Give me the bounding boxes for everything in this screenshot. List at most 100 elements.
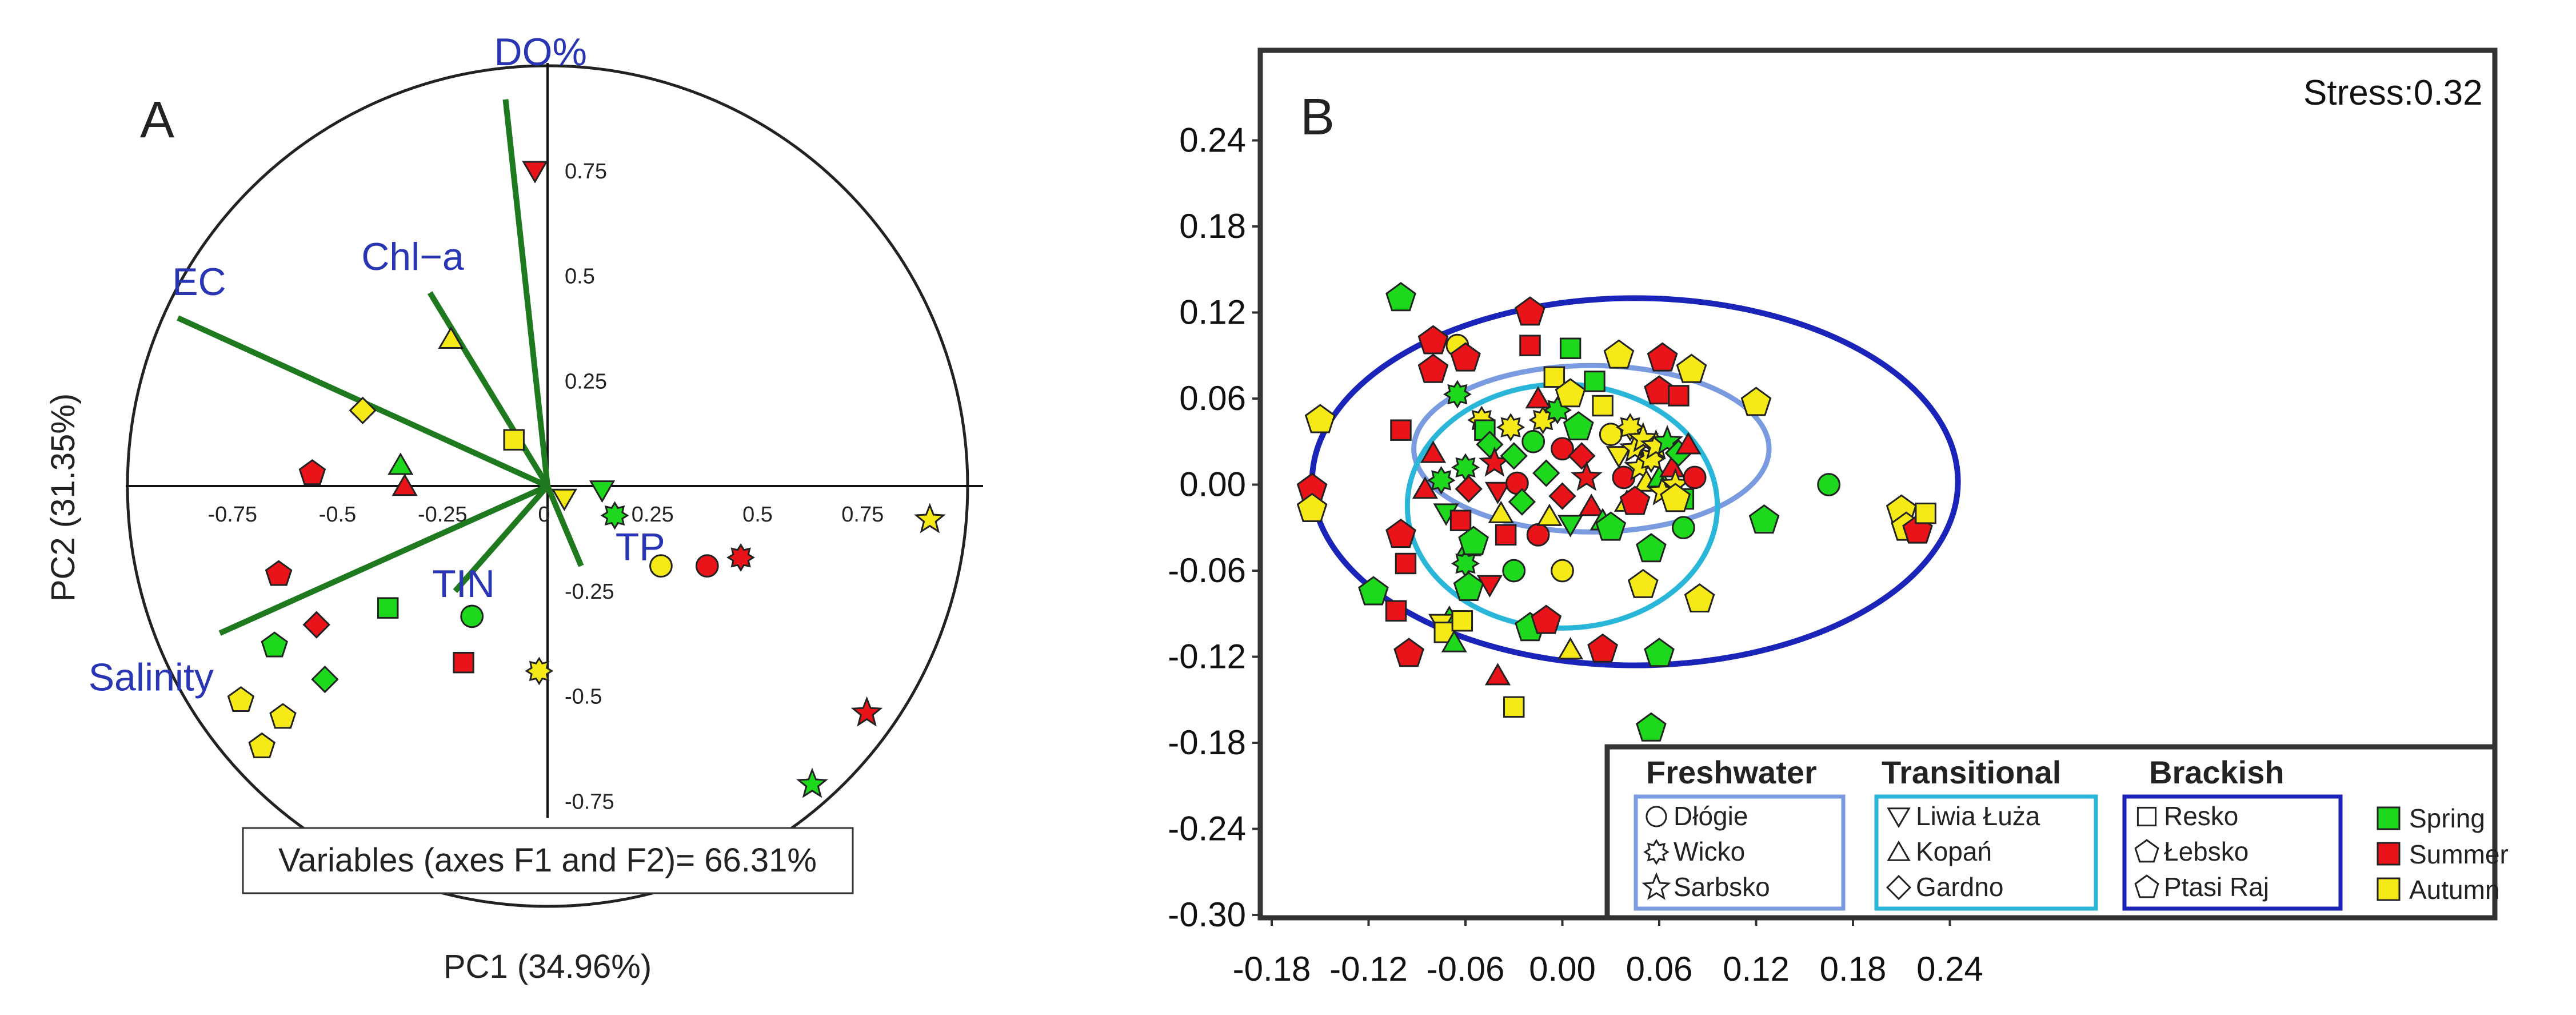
nmds-y-tick-0-18: 0.18 — [1179, 207, 1246, 245]
panel-a-pca-biplot: -0.75 -0.5 -0.25 0 0.25 0.5 0.75 0.750.50.25-0… — [45, 30, 983, 985]
loading-vector-chl-a — [427, 291, 550, 488]
nmds-point-summer-dia — [1455, 475, 1483, 503]
nmds-point-summer-sq — [1395, 552, 1417, 575]
pc2-tick-0-25: -0.25 — [565, 580, 614, 604]
pca-point-lebsko-spring — [261, 631, 288, 658]
nmds-point-summer-tri — [1578, 493, 1605, 516]
nmds-point-spring-circ — [1521, 429, 1545, 453]
legend-swatch-spring — [2377, 806, 2401, 830]
pc2-axis-title: PC2 (31.35%) — [45, 393, 82, 602]
nmds-point-summer-pent — [1619, 485, 1651, 515]
nmds-point-spring-pent — [1636, 712, 1667, 742]
nmds-point-autumn-sq — [1915, 502, 1936, 524]
legend-symbols — [1642, 806, 2401, 901]
legend-frame — [1604, 744, 2498, 921]
legend-item-liwia-luza: Liwia Łuża — [1916, 801, 2040, 831]
legend-season-summer: Summer — [2409, 839, 2509, 869]
legend-item-resko: Resko — [2164, 801, 2238, 831]
pca-point-kopan-autumn — [438, 326, 464, 349]
legend-freshwater-title: Freshwater — [1646, 754, 1817, 790]
legend-item-kopan: Kopań — [1916, 837, 1992, 866]
legend-symbol-ptasi-raj — [2134, 874, 2159, 898]
pca-point-resko-spring — [377, 597, 399, 619]
pc1-tick-0-5: 0.5 — [742, 503, 773, 527]
legend-symbol-wicko — [1643, 839, 1670, 865]
nmds-point-summer-sq — [1495, 524, 1517, 546]
nmds-point-spring-pent — [1458, 526, 1489, 555]
nmds-point-summer-circ — [1683, 465, 1707, 489]
nmds-point-autumn-tri — [1488, 500, 1514, 523]
nmds-point-summer-sq — [1390, 419, 1412, 441]
pc1-tick-0-75: 0.75 — [841, 503, 884, 527]
nmds-point-autumn-pent — [1296, 492, 1328, 522]
nmds-point-summer-tri — [1420, 440, 1447, 463]
nmds-point-spring-circ — [1502, 559, 1526, 583]
loading-label-do: DO% — [494, 30, 587, 74]
nmds-point-spring-pent — [1563, 411, 1594, 440]
pca-point-lebsko-summer — [298, 459, 326, 485]
nmds-point-summer-tri — [1675, 432, 1702, 455]
nmds-x-tick-0-00: 0.00 — [1529, 950, 1596, 988]
nmds-point-summer-tri — [1525, 386, 1551, 409]
nmds-point-summer-sq — [1519, 335, 1541, 356]
nmds-point-spring-pent — [1748, 504, 1780, 534]
loading-vector-salinity — [218, 483, 549, 636]
pc1-tick-0-75: -0.75 — [207, 503, 257, 527]
nmds-x-tick-labels: -0.18 -0.12 -0.06 0.00 0.06 0.12 0.18 0.24 — [1233, 916, 1983, 988]
nmds-point-spring-pent — [1595, 511, 1627, 541]
nmds-x-tick-0-18: 0.18 — [1820, 950, 1887, 988]
nmds-y-tick-0-06: -0.06 — [1168, 551, 1246, 590]
nmds-point-spring-circ — [1817, 473, 1841, 496]
nmds-point-summer-sq — [1385, 600, 1407, 622]
nmds-point-autumn-sq — [1451, 610, 1473, 632]
nmds-point-spring-pent — [1644, 638, 1675, 667]
nmds-point-spring-dia — [1508, 488, 1536, 516]
ellipse-freshwater — [1411, 363, 1772, 535]
nmds-point-spring-pent — [1385, 282, 1416, 312]
panel-letter-a: A — [140, 91, 174, 149]
pca-point-lebsko-autumn — [248, 732, 275, 758]
nmds-point-spring-pent — [1636, 533, 1667, 563]
pc1-axis-title: PC1 (34.96%) — [444, 948, 652, 985]
nmds-x-tick-0-12: 0.12 — [1723, 950, 1790, 988]
legend-transitional-box — [1874, 794, 2098, 911]
nmds-point-summer-pent — [1531, 604, 1562, 634]
nmds-point-spring-dia — [1500, 442, 1528, 470]
legend: Freshwater Transitional Brackish Dłógie … — [1604, 744, 2509, 921]
nmds-point-summer-sq — [1449, 510, 1472, 531]
pca-point-wicko-autumn — [525, 656, 554, 686]
nmds-point-summer-dia — [1548, 482, 1576, 510]
nmds-point-summer-pent — [1450, 342, 1481, 372]
nmds-y-tick-0-00: 0.00 — [1179, 465, 1246, 504]
panel-b-nmds: 0.24 0.18 0.12 0.06 0.00 -0.06 -0.12 -0.18 -0.24… — [1168, 47, 2509, 988]
pc2-tick-0-75: 0.75 — [565, 160, 607, 184]
pc1-tick-0-25: -0.25 — [418, 503, 468, 527]
nmds-point-summer-sq — [1668, 385, 1690, 407]
nmds-point-autumn-sq — [1503, 696, 1525, 718]
loading-vector-do — [502, 99, 550, 487]
nmds-point-spring-dia — [1532, 459, 1560, 487]
nmds-y-tick-0-30: -0.30 — [1168, 895, 1246, 934]
nmds-point-summer-itri — [1476, 575, 1503, 598]
legend-season-spring: Spring — [2409, 803, 2485, 833]
nmds-point-summer-itri — [1484, 481, 1511, 504]
nmds-point-autumn-pent — [1555, 378, 1586, 408]
pca-point-resko-summer — [453, 651, 474, 674]
pca-point-sarbsko-spring — [796, 767, 828, 798]
nmds-point-autumn-pent — [1603, 339, 1635, 369]
pca-point-dlogie-summer — [695, 554, 719, 578]
nmds-point-spring-star6 — [1451, 453, 1480, 482]
nmds-point-summer-pent — [1587, 633, 1618, 663]
nmds-x-tick-0-06: 0.06 — [1626, 950, 1693, 988]
nmds-sample-points — [1296, 282, 1936, 742]
nmds-x-tick-0-24: 0.24 — [1916, 950, 1983, 988]
pca-point-dlogie-autumn — [649, 554, 673, 578]
nmds-point-autumn-pent — [1684, 583, 1715, 612]
nmds-x-tick-0-06: -0.06 — [1427, 950, 1505, 988]
pca-point-lebsko-autumn — [269, 703, 297, 729]
nmds-point-autumn-tri — [1557, 637, 1584, 660]
legend-symbol-gardno — [1886, 874, 1912, 901]
nmds-point-autumn-itri — [1605, 446, 1632, 469]
nmds-point-autumn-star6 — [1496, 413, 1525, 442]
nmds-point-spring-star — [1651, 424, 1684, 455]
